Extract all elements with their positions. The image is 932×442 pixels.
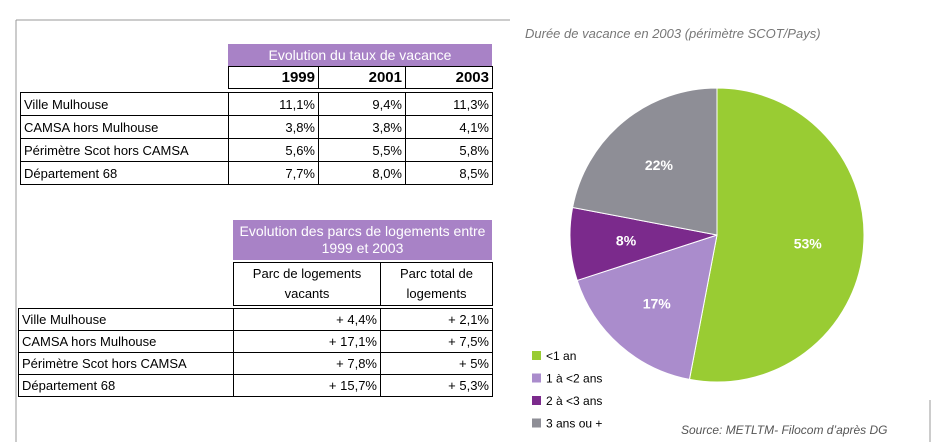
table-cell: + 2,1%	[380, 308, 493, 331]
table-cell: 8,5%	[405, 161, 493, 185]
table-cell: + 4,4%	[233, 308, 381, 331]
table-cell: + 17,1%	[233, 330, 381, 353]
table-cell: Ville Mulhouse	[18, 308, 234, 331]
table-cell: 5,8%	[405, 138, 493, 162]
table-cell: Département 68	[20, 161, 229, 185]
table-cell: Evolution des parcs de logements entre 1…	[233, 220, 492, 260]
table-cell: + 15,7%	[233, 374, 381, 397]
table-cell: 4,1%	[405, 115, 493, 139]
table-cell: + 7,8%	[233, 352, 381, 375]
data-label: 53%	[794, 236, 823, 252]
legend-swatch	[532, 396, 541, 405]
table-cell: + 5,3%	[380, 374, 493, 397]
table-cell: Département 68	[18, 374, 234, 397]
data-label: 17%	[643, 295, 672, 311]
table-cell: CAMSA hors Mulhouse	[20, 115, 229, 139]
table-cell: Périmètre Scot hors CAMSA	[20, 138, 229, 162]
table-cell: Périmètre Scot hors CAMSA	[18, 352, 234, 375]
table-cell: 3,8%	[318, 115, 406, 139]
chart-title: Durée de vacance en 2003 (périmètre SCOT…	[525, 26, 821, 41]
table-cell: 11,3%	[405, 92, 493, 116]
table-cell: + 5%	[380, 352, 493, 375]
table-cell: 2001	[318, 66, 406, 89]
source: Source: METLTM- Filocom d’après DG	[681, 423, 888, 437]
table-cell: 8,0%	[318, 161, 406, 185]
table-cell: 1999	[228, 66, 319, 89]
data-label: 8%	[616, 233, 637, 249]
table-cell: 7,7%	[228, 161, 319, 185]
legend-label: 1 à <2 ans	[546, 372, 602, 386]
table-cell: Parc total de logements	[380, 262, 493, 306]
table-cell: Evolution du taux de vacance	[228, 44, 492, 66]
table-cell: 11,1%	[228, 92, 319, 116]
table-cell: Parc de logements vacants	[233, 262, 381, 306]
legend-swatch	[532, 418, 541, 428]
table-cell: 5,5%	[318, 138, 406, 162]
pie-slice	[688, 87, 865, 383]
pie-slice	[572, 87, 718, 236]
legend-label: 2 à <3 ans	[546, 394, 602, 408]
legend-label: <1 an	[546, 349, 576, 363]
table-cell: 5,6%	[228, 138, 319, 162]
table-cell: 3,8%	[228, 115, 319, 139]
table-cell: CAMSA hors Mulhouse	[18, 330, 234, 353]
table-cell: 2003	[405, 66, 493, 89]
legend-label: 3 ans ou +	[546, 417, 602, 431]
legend-swatch	[532, 351, 541, 360]
table-cell: 9,4%	[318, 92, 406, 116]
table-cell: Ville Mulhouse	[20, 92, 229, 116]
table-cell: + 7,5%	[380, 330, 493, 353]
legend-swatch	[532, 373, 541, 383]
data-label: 22%	[645, 157, 674, 173]
pie-slice	[576, 234, 718, 380]
